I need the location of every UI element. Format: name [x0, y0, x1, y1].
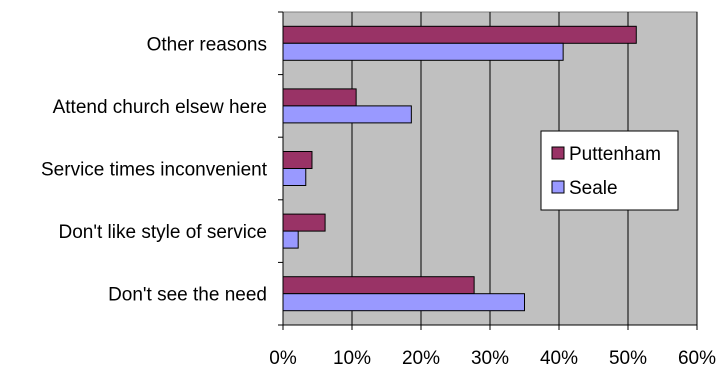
category-label: Don't like style of service — [59, 222, 267, 243]
category-label: Other reasons — [147, 34, 267, 55]
bar-seale — [282, 168, 307, 186]
category-label: Attend church elsew here — [53, 97, 267, 118]
x-tick-label: 20% — [402, 348, 440, 369]
legend-label: Puttenham — [569, 144, 661, 165]
x-tick-label: 0% — [269, 348, 297, 369]
legend-swatch — [551, 146, 565, 160]
legend-label: Seale — [569, 178, 618, 199]
bar-puttenham — [282, 25, 637, 44]
x-tick-label: 40% — [540, 348, 578, 369]
bar-puttenham — [282, 276, 475, 295]
x-tick-label: 50% — [609, 348, 647, 369]
bar-seale — [282, 105, 412, 124]
x-tick-labels: 0% 10% 20% 30% 40% 50% 60% — [269, 348, 716, 369]
bar-seale — [282, 230, 299, 249]
category-label: Don't see the need — [108, 285, 267, 306]
bar-puttenham — [282, 213, 326, 232]
category-labels: Other reasons Attend church elsew here Ser… — [41, 34, 268, 305]
legend-box — [540, 130, 679, 211]
legend-swatch — [551, 180, 565, 194]
axes — [278, 11, 698, 330]
bar-puttenham — [282, 88, 357, 107]
x-tick-label: 30% — [471, 348, 509, 369]
x-tick-label: 60% — [678, 348, 716, 369]
category-label: Service times inconvenient — [41, 160, 268, 181]
x-tick-label: 10% — [333, 348, 371, 369]
legend: Puttenham Seale — [540, 130, 679, 211]
bar-puttenham — [282, 151, 313, 169]
bar-seale — [282, 293, 525, 312]
bars — [282, 25, 637, 312]
bar-seale — [282, 42, 564, 61]
